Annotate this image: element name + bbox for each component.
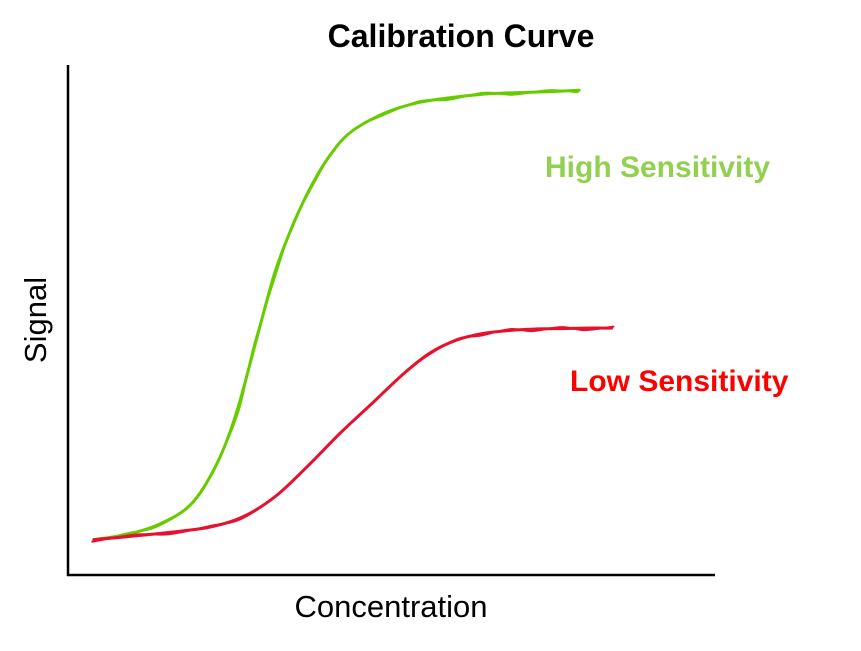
- series-line-low-sensitivity-stroke: [91, 325, 615, 543]
- series-line-high-sensitivity: [92, 88, 581, 542]
- series-label-low-sensitivity: Low Sensitivity: [570, 365, 789, 398]
- series-layer: [91, 88, 615, 543]
- chart-title: Calibration Curve: [328, 18, 595, 54]
- y-axis-title: Signal: [18, 277, 53, 363]
- series-line-high-sensitivity-stroke: [91, 89, 579, 543]
- x-axis-title: Concentration: [294, 589, 487, 624]
- series-line-low-sensitivity: [92, 326, 613, 542]
- series-label-high-sensitivity: High Sensitivity: [545, 151, 770, 184]
